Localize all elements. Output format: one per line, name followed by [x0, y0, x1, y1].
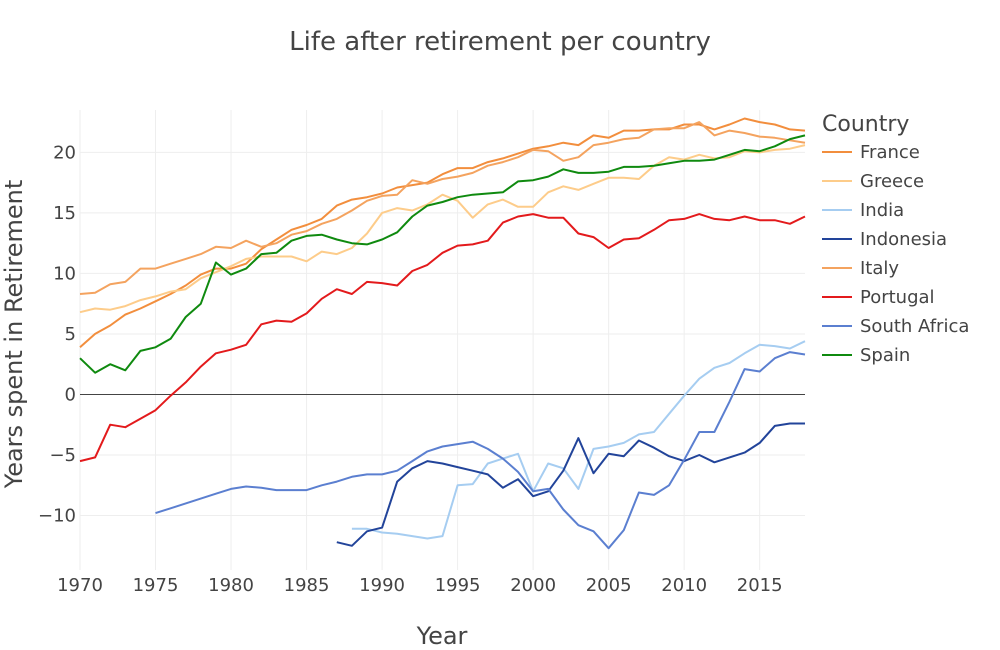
legend-label: India [860, 200, 904, 221]
legend-label: France [860, 142, 920, 163]
legend-item-greece[interactable]: Greece [822, 171, 924, 192]
legend-item-france[interactable]: France [822, 142, 920, 163]
legend-title: Country [822, 112, 909, 137]
x-tick-label: 2005 [586, 575, 632, 596]
x-tick-label: 2015 [737, 575, 783, 596]
x-tick-label: 2000 [510, 575, 556, 596]
legend-item-south-africa[interactable]: South Africa [822, 316, 969, 337]
y-tick-label: 5 [65, 324, 76, 345]
x-tick-label: 1990 [359, 575, 405, 596]
legend-label: Spain [860, 345, 910, 366]
x-axis-title: Year [416, 622, 468, 650]
series-line-portugal [79, 213, 806, 463]
y-tick-label: −5 [49, 445, 76, 466]
series-lines [79, 117, 806, 550]
x-tick-label: 2010 [661, 575, 707, 596]
legend-label: Portugal [860, 287, 935, 308]
x-tick-label: 1970 [57, 575, 103, 596]
legend: Country France Greece India Indonesia Italy P… [822, 112, 969, 366]
legend-item-india[interactable]: India [822, 200, 904, 221]
x-tick-label: 1995 [435, 575, 481, 596]
y-tick-label: −10 [38, 506, 76, 527]
y-tick-label: 0 [65, 384, 76, 405]
series-line-france [79, 117, 806, 349]
legend-label: Italy [860, 258, 899, 279]
series-line-spain [79, 134, 806, 374]
series-line-italy [79, 121, 806, 295]
series-line-south-africa [155, 351, 806, 550]
legend-item-indonesia[interactable]: Indonesia [822, 229, 947, 250]
y-axis-ticks: −10 −5 0 5 10 15 20 [38, 142, 76, 526]
series-line-indonesia [336, 422, 805, 547]
legend-label: South Africa [860, 316, 969, 337]
legend-items: France Greece India Indonesia Italy Portugal S… [822, 142, 969, 366]
chart-title: Life after retirement per country [289, 27, 711, 57]
y-tick-label: 15 [53, 203, 76, 224]
y-axis-title: Years spent in Retirement [0, 180, 28, 490]
legend-label: Indonesia [860, 229, 947, 250]
x-axis-ticks: 1970 1975 1980 1985 1990 1995 2000 2005 2010 2015 [57, 575, 783, 596]
legend-item-italy[interactable]: Italy [822, 258, 899, 279]
x-tick-label: 1980 [208, 575, 254, 596]
legend-label: Greece [860, 171, 924, 192]
legend-item-spain[interactable]: Spain [822, 345, 910, 366]
y-tick-label: 20 [53, 142, 76, 163]
legend-item-portugal[interactable]: Portugal [822, 287, 935, 308]
series-line-india [351, 340, 806, 540]
y-tick-label: 10 [53, 263, 76, 284]
series-line-greece [79, 144, 806, 314]
x-tick-label: 1975 [133, 575, 179, 596]
grid-lines [79, 110, 805, 570]
x-tick-label: 1985 [284, 575, 330, 596]
